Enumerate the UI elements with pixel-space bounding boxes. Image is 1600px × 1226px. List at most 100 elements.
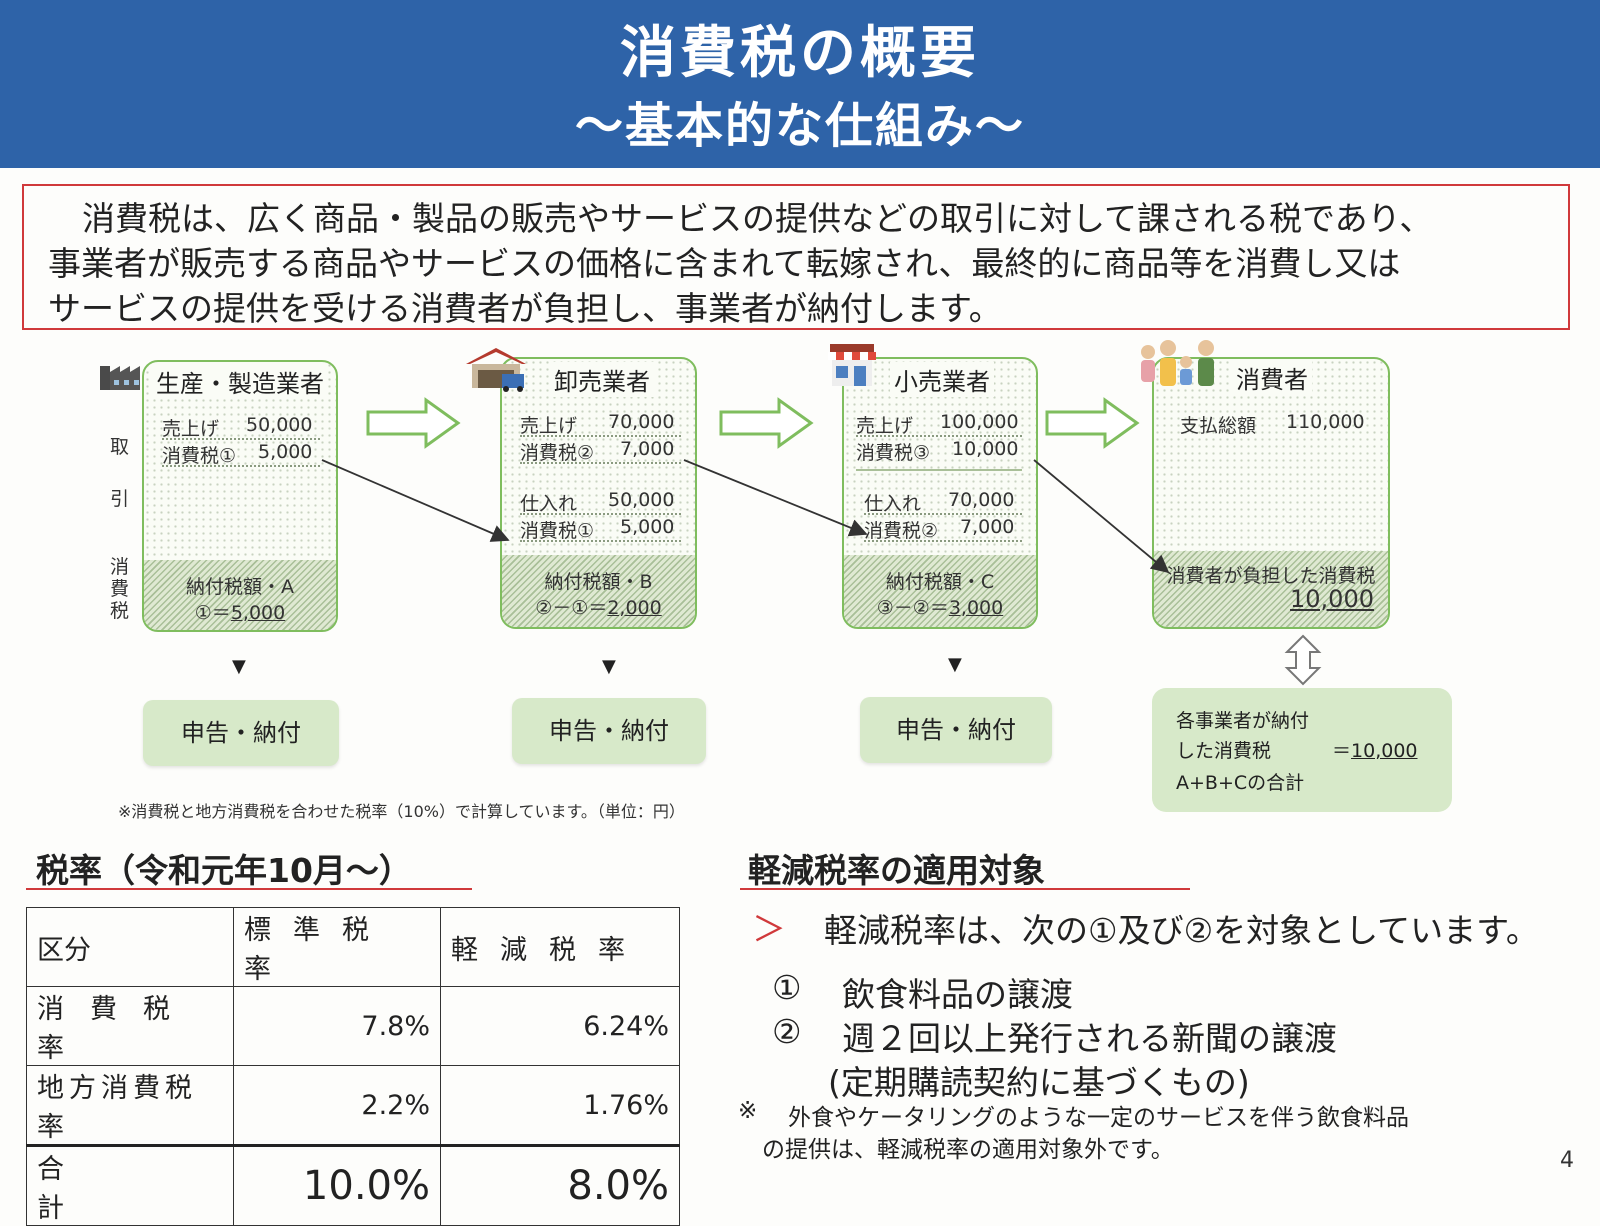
pay-area: 納付税額・B ②－①＝2,000 [502,555,695,627]
table-row-total: 合計 10.0% 8.0% [26,1144,680,1226]
burden-area: 消費者が負担した消費税 10,000 [1154,551,1388,627]
row-label: 合計 [26,1144,234,1226]
flow-arrow-3-icon [1045,397,1140,449]
stage2-pay-formula: ②－①＝ [535,597,608,619]
flow-arrow-1-icon [366,397,461,449]
stage1-sales-value: 50,000 [246,414,313,436]
stage2-sales-value: 70,000 [608,411,675,433]
side-label-tax-3: 税 [110,600,130,622]
connector-line-1 [321,459,510,542]
stage2-ptax-value: 5,000 [620,516,675,538]
stage3-tax-value: 10,000 [952,438,1019,460]
sum-value-number: 10,000 [1351,740,1418,762]
stage4-title: 消費者 [1232,360,1312,395]
stage1-pay-label: 納付税額・A [186,576,294,598]
stage2-pay-amount: ②－①＝2,000 [502,593,695,620]
divider [162,438,320,440]
sum-line-3: A+B+Cの合計 [1176,772,1305,794]
bullet-chevron-icon: ＞ [752,910,786,950]
stage3-tax-label: 消費税③ [856,442,931,464]
stage1-pay-formula: ①＝ [194,602,231,624]
rates-title: 税率（令和元年10月～） [36,851,412,890]
stage1-title: 生産・製造業者 [152,364,328,399]
item1-text: 飲食料品の譲渡 [842,975,1073,1014]
stage3-pay-label: 納付税額・C [885,571,995,593]
stage3-title: 小売業者 [890,362,994,397]
divider [162,465,320,467]
row-standard: 10.0% [233,1144,441,1226]
file-and-pay-2: 申告・納付 [512,698,706,764]
stage2-ptax-label: 消費税① [520,520,595,542]
down-arrow-2-icon: ▼ [602,656,616,677]
double-arrow-icon [1284,634,1322,686]
stage-retailer-box: 売上げ 100,000 消費税③ 10,000 仕入れ 70,000 消費税② … [842,357,1038,629]
divider [864,513,1022,515]
intro-line-2: 事業者が販売する商品やサービスの価格に含まれて転嫁され、最終的に商品等を消費し又… [48,244,1401,283]
header-category: 区分 [26,907,234,987]
stage3-purchase-value: 70,000 [948,489,1015,511]
stage3-ptax-label: 消費税② [864,520,939,542]
stage1-pay-amount: ①＝5,000 [144,598,336,625]
divider [856,435,1022,437]
pay-area: 納付税額・C ③－②＝3,000 [844,555,1036,627]
stage3-pay-formula: ③－②＝ [876,597,949,619]
table-row: 地方消費税率 2.2% 1.76% [26,1065,680,1146]
file-and-pay-1: 申告・納付 [143,700,339,766]
divider [520,435,681,437]
connector-line-2 [683,459,868,537]
connector-line-3 [1033,459,1170,574]
intro-box: 消費税は、広く商品・製品の販売やサービスの提供などの取引に対して課される税であり… [22,184,1570,330]
rates-table: 区分 標準税率 軽減税率 消費税率 7.8% 6.24% 地方消費税率 2.2%… [26,907,680,1226]
reduced-note-line-1: 外食やケータリングのような一定のサービスを伴う飲食料品 [788,1105,1409,1131]
stage3-purchase-label: 仕入れ [864,493,922,515]
reduced-lead: 軽減税率は、次の①及び②を対象としています。 [824,911,1539,950]
stage4-burden-value: 10,000 [1290,585,1374,613]
page-subtitle: ～基本的な仕組み～ [574,98,1025,154]
reduced-note-mark: ※ [738,1098,758,1124]
divider [864,540,1022,542]
stage2-purchase-value: 50,000 [608,489,675,511]
divider [520,540,681,542]
side-label-torihiki-1: 取 [110,436,130,458]
shop-icon [828,344,876,386]
divider [520,462,681,464]
sum-line-1: 各事業者が納付 [1176,710,1310,732]
item1-number: ① [772,968,802,1007]
stage2-tax-value: 7,000 [620,438,675,460]
divider [520,513,681,515]
stage2-tax-label: 消費税② [520,442,595,464]
header-reduced: 軽減税率 [440,907,680,987]
reduced-title-underline [740,888,1190,890]
stage2-pay-value: 2,000 [607,597,662,619]
row-reduced: 8.0% [440,1144,680,1226]
stage2-title: 卸売業者 [550,362,654,397]
stage3-pay-amount: ③－②＝3,000 [844,593,1036,620]
warehouse-icon [466,348,526,392]
stage2-pay-label: 納付税額・B [544,571,653,593]
stage3-pay-value: 3,000 [948,597,1004,619]
header-reduced-label: 軽減税率 [451,934,647,966]
side-label-tax: 消 費 税 [110,556,129,622]
stage3-ptax-value: 7,000 [960,516,1015,538]
table-header-row: 区分 標準税率 軽減税率 [26,907,680,987]
stage-manufacturer-box: 売上げ 50,000 消費税① 5,000 納付税額・A ①＝5,000 [142,360,338,632]
header-category-text: 区分 [37,928,223,967]
row-reduced: 1.76% [440,1065,680,1146]
reduced-note-line-2: の提供は、軽減税率の適用対象外です。 [762,1137,1174,1163]
sum-line-2: した消費税 [1176,740,1272,762]
row-label: 地方消費税率 [26,1065,234,1146]
row-standard: 7.8% [233,986,441,1066]
stage1-sales-label: 売上げ [162,418,220,440]
item2-number: ② [772,1012,802,1051]
intro-line-3: サービスの提供を受ける消費者が負担し、事業者が納付します。 [48,289,1002,328]
intro-line-1: 消費税は、広く商品・製品の販売やサービスの提供などの取引に対して課される税であり… [82,199,1433,238]
row-label-text: 地方消費税率 [37,1073,197,1143]
flow-arrow-2-icon [719,397,814,449]
stage2-sales-label: 売上げ [520,415,578,437]
stage4-paid-value: 110,000 [1286,411,1365,433]
row-standard: 2.2% [233,1065,441,1146]
row-label: 消費税率 [26,986,234,1066]
stage1-pay-value: 5,000 [230,602,286,624]
side-label-tax-2: 費 [110,578,130,600]
stage-wholesaler-box: 売上げ 70,000 消費税② 7,000 仕入れ 50,000 消費税① 5,… [500,357,697,629]
